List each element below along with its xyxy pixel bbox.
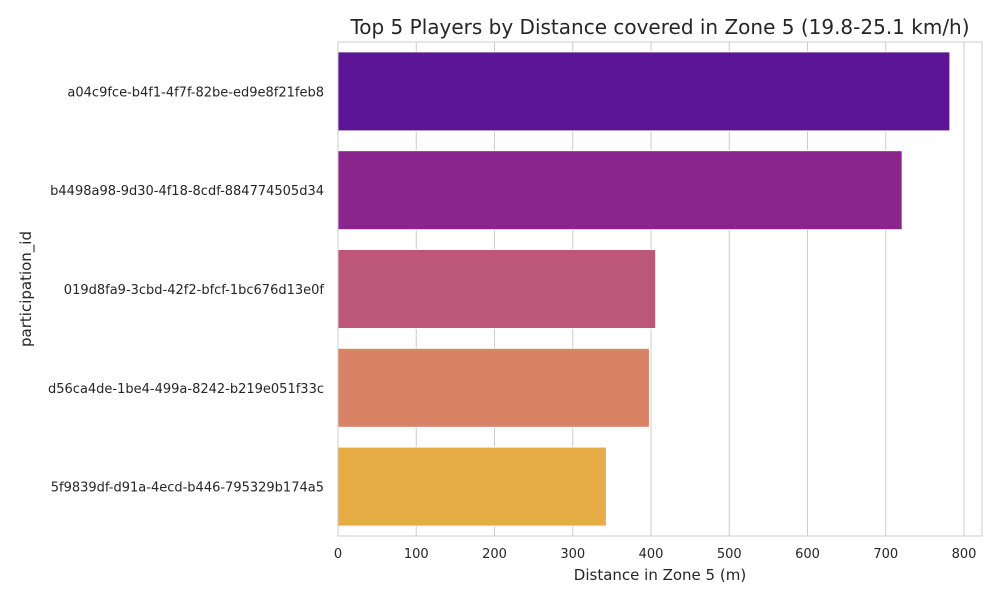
bar-2 xyxy=(337,150,903,231)
x-tick-label: 800 xyxy=(952,547,977,562)
x-tick-label: 500 xyxy=(717,547,742,562)
y-axis-ticks: a04c9fce-b4f1-4f7f-82be-ed9e8f21feb8 b449… xyxy=(48,85,324,495)
y-tick-label: 019d8fa9-3cbd-42f2-bfcf-1bc676d13e0f xyxy=(64,283,325,298)
x-axis-ticks: 0 100 200 300 400 500 600 700 800 xyxy=(334,547,977,562)
x-tick-label: 700 xyxy=(873,547,898,562)
chart-title: Top 5 Players by Distance covered in Zon… xyxy=(349,15,969,39)
x-tick-label: 100 xyxy=(404,547,429,562)
x-tick-label: 600 xyxy=(795,547,820,562)
y-tick-label: b4498a98-9d30-4f18-8cdf-884774505d34 xyxy=(50,184,324,199)
plot-border xyxy=(337,41,983,537)
x-tick-label: 300 xyxy=(560,547,585,562)
x-tick-label: 200 xyxy=(482,547,507,562)
bars xyxy=(337,51,951,527)
y-axis-label: participation_id xyxy=(17,231,36,347)
bar-4 xyxy=(337,347,650,428)
x-tick-label: 0 xyxy=(334,547,342,562)
bar-1 xyxy=(337,51,951,132)
y-tick-label: d56ca4de-1be4-499a-8242-b219e051f33c xyxy=(48,382,324,397)
bar-5 xyxy=(337,446,607,527)
x-axis-label: Distance in Zone 5 (m) xyxy=(574,566,746,584)
x-tick-label: 400 xyxy=(639,547,664,562)
y-tick-label: 5f9839df-d91a-4ecd-b446-795329b174a5 xyxy=(51,481,324,496)
bar-3 xyxy=(337,248,657,330)
plot-area xyxy=(337,41,983,537)
y-tick-label: a04c9fce-b4f1-4f7f-82be-ed9e8f21feb8 xyxy=(67,85,324,100)
